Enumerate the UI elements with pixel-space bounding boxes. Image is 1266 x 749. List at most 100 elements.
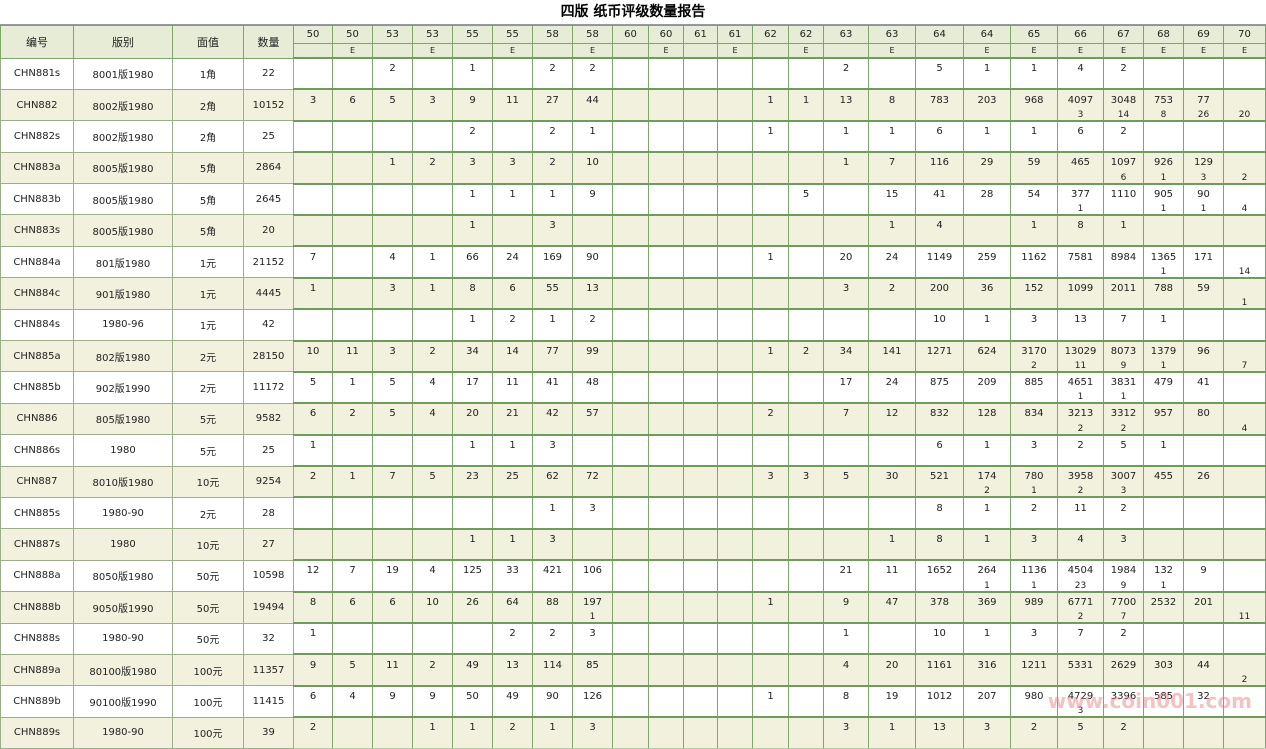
grade-count: 7700 — [1103, 590, 1144, 613]
grade-count: 8073 — [1103, 339, 1144, 361]
grade-cell — [612, 527, 649, 550]
grade-count: 1 — [412, 245, 453, 267]
grade-cell — [868, 517, 916, 530]
grade-count: 1 — [752, 590, 789, 613]
data-row: CHN888a 8050版1980 50元 10598 12 7 19 4 125 33 421 10… — [0, 559, 1266, 593]
grade-cell — [612, 151, 649, 173]
grade-count: 5 — [823, 465, 869, 487]
grade-count: 1 — [868, 213, 916, 236]
grade-cell — [412, 517, 453, 530]
grade-cell — [372, 580, 413, 593]
grade-cell — [868, 141, 916, 153]
grade-cell — [683, 245, 718, 267]
grade-e-count: 1 — [1143, 266, 1184, 279]
grade-cell — [293, 392, 333, 404]
grade-cell — [452, 266, 493, 279]
grade-cell — [612, 329, 649, 342]
grade-cell — [1103, 329, 1144, 342]
grade-count: 2 — [332, 402, 373, 424]
grade-count: 3958 — [1057, 465, 1104, 487]
grade-cell — [1010, 78, 1058, 90]
grade-cell — [1223, 308, 1266, 330]
grade-cell — [532, 235, 573, 247]
edition: 1980-96 — [73, 308, 173, 342]
grade-cell — [452, 423, 493, 436]
grade-count: 2 — [532, 151, 573, 173]
grade-cell — [648, 172, 684, 185]
grade-cell — [532, 549, 573, 561]
grade-cell — [572, 172, 613, 185]
grade-cell — [717, 716, 753, 738]
grade-count: 1099 — [1057, 276, 1104, 299]
grade-cell — [612, 88, 649, 110]
grade-count: 30 — [868, 465, 916, 487]
grade-cell — [915, 109, 964, 122]
grade-cell — [293, 308, 333, 330]
grade-cell — [612, 78, 649, 90]
grade-cell — [752, 308, 789, 330]
grade-cell — [963, 360, 1011, 373]
grade-cell — [572, 78, 613, 90]
grade-count: 6 — [293, 684, 333, 707]
grade-cell — [683, 590, 718, 613]
grade-cell — [293, 141, 333, 153]
grade-cell — [1223, 119, 1266, 142]
grade-cell — [572, 706, 613, 718]
grade-count: 11 — [492, 88, 533, 110]
grade-count: 6 — [293, 402, 333, 424]
grade-cell — [372, 433, 413, 456]
grade-cell — [1103, 643, 1144, 655]
grade-cell — [612, 298, 649, 310]
grade-cell — [492, 674, 533, 687]
grade-count: 6771 — [1057, 590, 1104, 613]
grade-cell — [648, 433, 684, 456]
grade-cell — [868, 172, 916, 185]
grade-count: 24 — [868, 370, 916, 393]
grade-cell — [717, 308, 753, 330]
grade-count: 10 — [915, 622, 964, 644]
grade-count: 1136 — [1010, 559, 1058, 581]
grade-cell — [915, 455, 964, 467]
grade-count: 47 — [868, 590, 916, 613]
grade-count: 7 — [293, 245, 333, 267]
grade-cell — [452, 517, 493, 530]
grade-count: 5331 — [1057, 653, 1104, 675]
grade-cell — [372, 235, 413, 247]
grade-cell — [868, 674, 916, 687]
grade-cell — [1143, 612, 1184, 624]
grade-cell — [648, 88, 684, 110]
grade-cell — [683, 266, 718, 279]
grade-cell — [683, 392, 718, 404]
grade-cell — [1010, 455, 1058, 467]
grade-cell — [612, 109, 649, 122]
grade-header: 65 — [1010, 25, 1058, 44]
grade-count: 2 — [788, 339, 824, 361]
grade-cell — [683, 88, 718, 110]
grade-cell — [717, 455, 753, 467]
grade-cell — [492, 737, 533, 749]
grade-cell — [293, 56, 333, 79]
grade-count: 1 — [868, 119, 916, 142]
grade-count: 27 — [532, 88, 573, 110]
grade-count: 85 — [572, 653, 613, 675]
grade-sub-header: E — [492, 43, 533, 59]
grade-cell — [372, 203, 413, 216]
grade-count: 48 — [572, 370, 613, 393]
grade-cell — [293, 706, 333, 718]
grade-cell — [915, 329, 964, 342]
data-sub-row — [1, 517, 1266, 530]
grade-count: 8 — [915, 527, 964, 550]
grade-cell — [532, 423, 573, 436]
grade-count: 957 — [1143, 402, 1184, 424]
grade-cell — [963, 266, 1011, 279]
grade-cell — [648, 151, 684, 173]
grade-cell — [1183, 329, 1224, 342]
grade-count: 4 — [372, 245, 413, 267]
grade-cell — [788, 433, 824, 456]
grade-count: 49 — [452, 653, 493, 675]
grade-cell — [752, 109, 789, 122]
grade-cell — [915, 172, 964, 185]
grade-cell — [683, 402, 718, 424]
